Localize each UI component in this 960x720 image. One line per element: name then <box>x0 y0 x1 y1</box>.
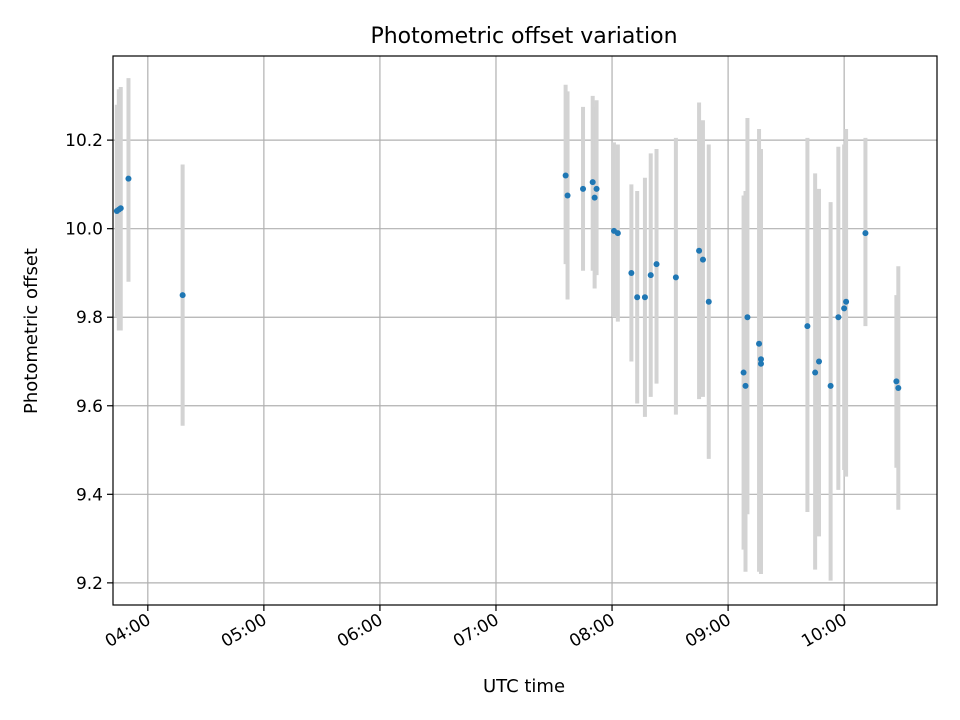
data-point <box>843 298 850 305</box>
data-point <box>744 314 751 321</box>
data-point <box>614 230 621 237</box>
data-point <box>835 314 842 321</box>
data-point <box>641 294 648 301</box>
data-point <box>699 256 706 263</box>
data-point <box>653 261 660 268</box>
y-tick-label: 9.8 <box>76 308 103 328</box>
data-point <box>564 192 571 199</box>
data-point <box>593 185 600 192</box>
data-point <box>862 230 869 237</box>
data-point <box>696 247 703 254</box>
data-point <box>589 179 596 186</box>
y-axis-ticks: 9.2 9.4 9.6 9.8 10.0 10.2 <box>65 131 113 594</box>
data-point <box>179 292 186 299</box>
data-point <box>647 272 654 279</box>
data-point <box>591 194 598 201</box>
y-tick-label: 9.2 <box>76 574 103 594</box>
y-tick-label: 10.2 <box>65 131 103 151</box>
data-point <box>804 323 811 330</box>
data-point <box>117 205 124 212</box>
plot-area-frame <box>112 55 938 606</box>
data-point <box>757 356 764 363</box>
data-point <box>816 358 823 365</box>
data-point <box>895 385 902 392</box>
data-point <box>812 369 819 376</box>
data-point <box>827 382 834 389</box>
data-point <box>628 269 635 276</box>
data-point <box>893 378 900 385</box>
data-point <box>740 369 747 376</box>
data-point <box>672 274 679 281</box>
data-point <box>742 382 749 389</box>
data-point <box>841 305 848 312</box>
data-point <box>562 172 569 179</box>
grid <box>113 56 937 605</box>
y-tick-label: 9.4 <box>76 485 103 505</box>
y-axis-label: Photometric offset <box>21 248 42 414</box>
data-points <box>113 172 902 392</box>
data-point <box>705 298 712 305</box>
y-tick-label: 10.0 <box>65 220 103 240</box>
data-point <box>634 294 641 301</box>
data-point <box>125 175 132 182</box>
chart-title: Photometric offset variation <box>370 24 677 49</box>
data-point <box>580 185 587 192</box>
data-point <box>757 360 764 367</box>
data-point <box>756 340 763 347</box>
y-tick-label: 9.6 <box>76 397 103 417</box>
x-axis-label: UTC time <box>483 676 565 697</box>
